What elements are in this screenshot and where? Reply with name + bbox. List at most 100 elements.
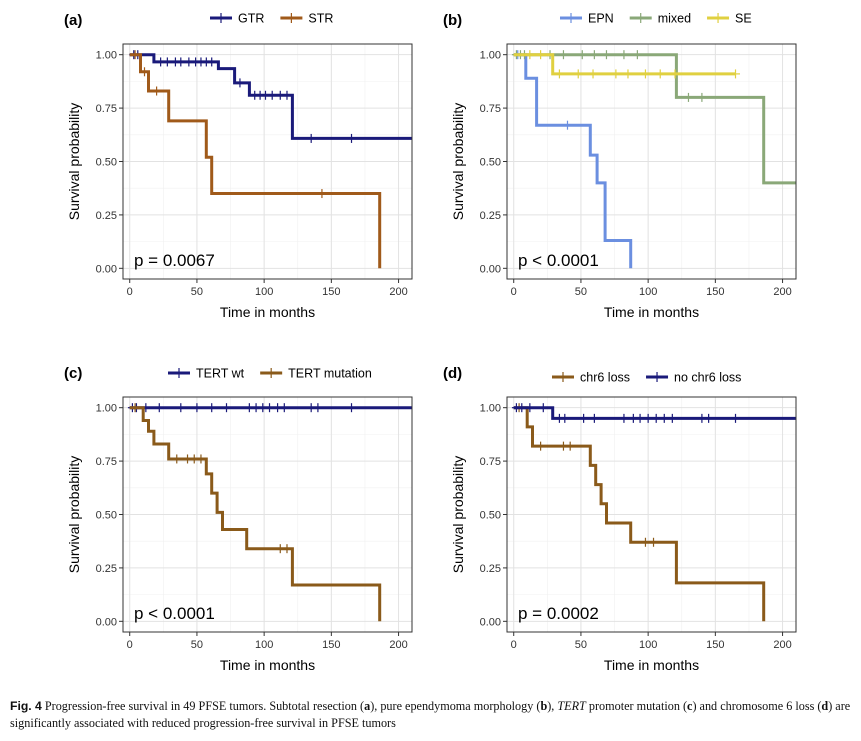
survival-curve (129, 406, 382, 622)
caption-text-2: ), pure ependymoma morphology ( (370, 699, 541, 713)
y-tick-label: 0.25 (480, 210, 501, 222)
legend: chr6 loss no chr6 loss (552, 371, 741, 385)
figure-caption: Fig. 4 Progression-free survival in 49 P… (10, 698, 852, 732)
x-tick-label: 200 (773, 639, 791, 651)
survival-curve (129, 53, 412, 140)
y-tick-label: 0.75 (96, 103, 117, 115)
x-axis-title: Time in months (604, 657, 699, 673)
p-value-annotation: p = 0.0002 (518, 604, 599, 623)
x-tick-label: 0 (127, 639, 133, 651)
y-axis-title: Survival probability (450, 456, 466, 574)
legend-label: chr6 loss (580, 371, 630, 385)
series-tert-wt (127, 403, 412, 413)
y-tick-label: 0.25 (96, 563, 117, 575)
y-tick-label: 1.00 (480, 403, 501, 415)
panel-letter: (c) (64, 365, 82, 382)
legend-label: STR (308, 12, 333, 26)
panel-b: (b) 0 50 100 150 200 0.00 0.25 0.50 0.75 1.00 Time … (443, 12, 797, 320)
caption-text-1: Progression-free survival in 49 PFSE tum… (44, 699, 365, 713)
y-axis-title: Survival probability (66, 103, 82, 221)
caption-bold-d: d (821, 699, 829, 713)
y-axis-title: Survival probability (450, 103, 466, 221)
x-tick-label: 150 (706, 286, 724, 298)
x-tick-label: 0 (511, 286, 517, 298)
x-tick-label: 100 (255, 286, 273, 298)
y-tick-label: 0.50 (96, 510, 117, 522)
legend-label: GTR (238, 12, 264, 26)
legend-item: TERT mutation (260, 367, 372, 381)
y-tick-label: 0.50 (96, 157, 117, 169)
x-tick-label: 200 (389, 286, 407, 298)
y-tick-label: 1.00 (96, 50, 117, 62)
panel-letter: (d) (443, 365, 462, 382)
y-tick-label: 0.75 (480, 456, 501, 468)
caption-text-4: promoter mutation ( (585, 699, 688, 713)
legend: EPN mixed SE (560, 12, 752, 26)
figure: (a) 0 50 100 150 200 0.00 0.25 0.50 0.75 1.00 Time … (64, 12, 797, 673)
caption-bold-a: a (364, 699, 371, 713)
series-no-chr6-loss (511, 403, 796, 423)
x-tick-label: 100 (639, 639, 657, 651)
panel-letter: (b) (443, 12, 462, 29)
x-tick-label: 50 (191, 639, 203, 651)
legend-item: STR (280, 12, 333, 26)
y-tick-label: 0.75 (480, 103, 501, 115)
y-tick-label: 0.00 (480, 616, 501, 628)
legend-item: EPN (560, 12, 614, 26)
x-tick-label: 0 (511, 639, 517, 651)
p-value-annotation: p < 0.0001 (518, 251, 599, 270)
survival-curve (513, 406, 766, 622)
x-tick-label: 200 (389, 639, 407, 651)
y-tick-label: 0.00 (96, 616, 117, 628)
panel-d: (d) 0 50 100 150 200 0.00 0.25 0.50 0.75 1.00 Time … (443, 365, 797, 673)
y-tick-label: 0.25 (480, 563, 501, 575)
survival-curve (513, 53, 633, 269)
caption-italic-tert: TERT (557, 699, 586, 713)
y-axis-title: Survival probability (66, 456, 82, 574)
legend-label: TERT mutation (288, 367, 372, 381)
y-tick-label: 0.50 (480, 510, 501, 522)
x-tick-label: 0 (127, 286, 133, 298)
series-tert-mutation (129, 403, 382, 622)
x-tick-label: 100 (639, 286, 657, 298)
panel-letter: (a) (64, 12, 82, 29)
x-axis-title: Time in months (220, 657, 315, 673)
p-value-annotation: p < 0.0001 (134, 604, 215, 623)
legend: TERT wt TERT mutation (168, 367, 372, 381)
legend-label: EPN (588, 12, 614, 26)
grid-lines (507, 397, 796, 632)
legend-label: TERT wt (196, 367, 245, 381)
y-tick-label: 0.75 (96, 456, 117, 468)
y-tick-label: 0.00 (480, 263, 501, 275)
grid-lines (123, 397, 412, 632)
survival-curve (513, 53, 796, 185)
caption-text-6: ) are significantly associated with redu… (10, 699, 851, 730)
x-tick-label: 50 (191, 286, 203, 298)
caption-fig-label: Fig. 4 (10, 699, 42, 713)
caption-text-3: ), (547, 699, 558, 713)
legend-item: no chr6 loss (646, 371, 741, 385)
legend-item: chr6 loss (552, 371, 630, 385)
y-tick-label: 1.00 (96, 403, 117, 415)
p-value-annotation: p = 0.0067 (134, 251, 215, 270)
x-tick-label: 100 (255, 639, 273, 651)
x-tick-label: 150 (322, 639, 340, 651)
caption-bold-c: c (687, 699, 693, 713)
legend-label: mixed (658, 12, 691, 26)
caption-bold-b: b (540, 699, 548, 713)
x-axis-title: Time in months (604, 304, 699, 320)
legend-label: no chr6 loss (674, 371, 741, 385)
legend-item: TERT wt (168, 367, 245, 381)
grid-lines (507, 44, 796, 279)
legend-label: SE (735, 12, 752, 26)
panel-a: (a) 0 50 100 150 200 0.00 0.25 0.50 0.75 1.00 Time … (64, 12, 413, 320)
x-axis-title: Time in months (220, 304, 315, 320)
series-str (129, 50, 382, 269)
legend-item: SE (707, 12, 752, 26)
legend-item: mixed (629, 12, 691, 26)
y-tick-label: 1.00 (480, 50, 501, 62)
grid-lines (123, 44, 412, 279)
y-tick-label: 0.00 (96, 263, 117, 275)
x-tick-label: 50 (575, 286, 587, 298)
caption-text-5: ) and chromosome 6 loss ( (692, 699, 822, 713)
